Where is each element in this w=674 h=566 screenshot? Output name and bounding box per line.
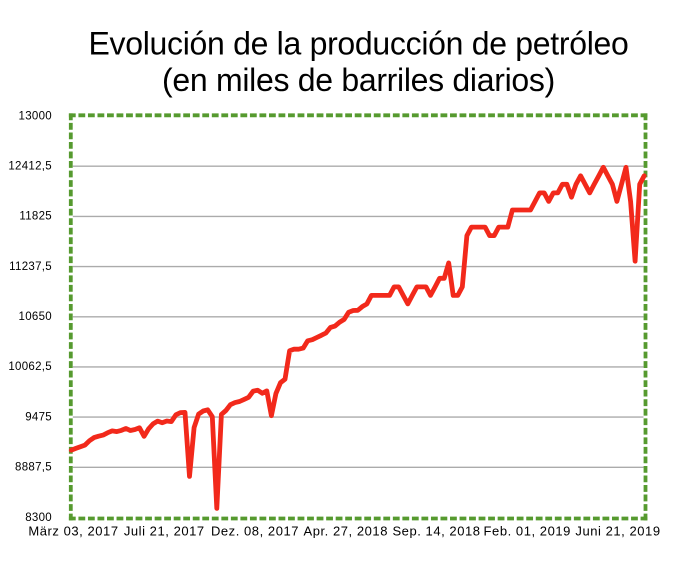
svg-text:12412,5: 12412,5: [8, 161, 52, 173]
svg-text:8300: 8300: [25, 512, 52, 524]
svg-text:(en miles de barriles diarios): (en miles de barriles diarios): [162, 62, 555, 98]
svg-text:10650: 10650: [19, 311, 52, 323]
svg-text:Evolución de la producción de: Evolución de la producción de petróleo: [88, 26, 628, 62]
svg-text:Dez. 08, 2017: Dez. 08, 2017: [211, 523, 299, 538]
svg-text:11825: 11825: [19, 211, 52, 223]
svg-text:Juli 21, 2017: Juli 21, 2017: [124, 523, 205, 538]
svg-text:Feb. 01, 2019: Feb. 01, 2019: [484, 523, 571, 538]
svg-text:März 03, 2017: März 03, 2017: [28, 523, 118, 538]
svg-text:Sep. 14, 2018: Sep. 14, 2018: [392, 523, 480, 538]
svg-text:13000: 13000: [19, 110, 52, 122]
svg-text:11237,5: 11237,5: [9, 261, 52, 273]
svg-text:10062,5: 10062,5: [8, 361, 52, 373]
svg-text:Juni 21, 2019: Juni 21, 2019: [575, 523, 660, 538]
svg-text:9475: 9475: [25, 411, 52, 423]
svg-text:Apr. 27, 2018: Apr. 27, 2018: [304, 523, 389, 538]
svg-text:8887,5: 8887,5: [15, 462, 52, 474]
